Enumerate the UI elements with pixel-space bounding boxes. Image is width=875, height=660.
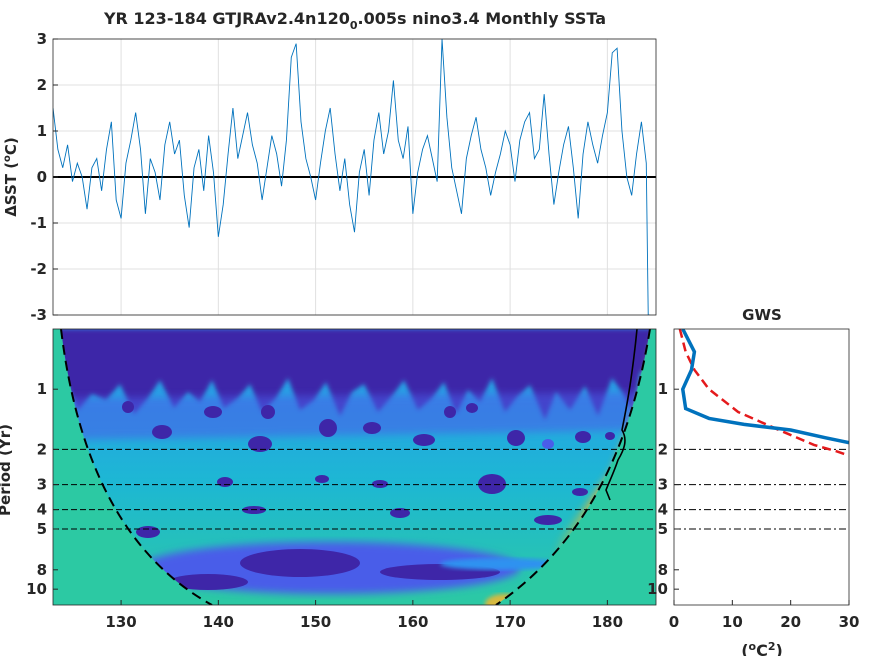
wavelet-x-tick-label: 140 xyxy=(203,613,234,631)
gws-y-tick-label: 5 xyxy=(658,520,668,538)
top-y-tick-label: 1 xyxy=(37,122,47,140)
gws-y-tick-label: 8 xyxy=(658,561,668,579)
top-y-tick-label: 0 xyxy=(37,168,47,186)
gws-x-tick-label: 10 xyxy=(722,613,743,631)
wavelet-y-tick-label: 2 xyxy=(37,440,47,458)
wavelet-power-heatmap xyxy=(53,329,656,605)
top-y-tick-label: -2 xyxy=(30,260,47,278)
gws-y-tick-label: 4 xyxy=(658,501,668,519)
gws-y-tick-label: 3 xyxy=(658,476,668,494)
gws-plot-area xyxy=(674,329,849,605)
gws-x-tick-label: 0 xyxy=(669,613,679,631)
gws-x-ticks: 0 10 20 30 xyxy=(669,600,860,631)
wavelet-x-tick-label: 130 xyxy=(105,613,136,631)
wavelet-y-tick-label: 4 xyxy=(37,501,47,519)
top-panel-title: YR 123-184 GTJRAv2.4n1200.005s nino3.4 M… xyxy=(103,9,606,32)
top-y-tick-label: 3 xyxy=(37,30,47,48)
top-y-ticks: -3 -2 -1 0 1 2 3 xyxy=(30,30,58,324)
wavelet-x-tick-label: 160 xyxy=(397,613,428,631)
gws-significance-line xyxy=(678,329,849,457)
gws-y-tick-label: 2 xyxy=(658,440,668,458)
wavelet-y-tick-label: 5 xyxy=(37,520,47,538)
sst-series-line xyxy=(53,39,651,315)
top-ylabel: ΔSST (oC) xyxy=(2,137,20,217)
wavelet-x-tick-label: 150 xyxy=(300,613,331,631)
wavelet-y-tick-label: 10 xyxy=(26,580,47,598)
gws-y-tick-label: 1 xyxy=(658,380,668,398)
gws-power-line xyxy=(680,329,849,445)
wavelet-axes-box xyxy=(52,328,657,606)
gws-title: GWS xyxy=(742,306,782,324)
wavelet-y-tick-label: 3 xyxy=(37,476,47,494)
top-y-tick-label: 2 xyxy=(37,76,47,94)
wavelet-x-ticks: 130 140 150 160 170 180 xyxy=(105,600,623,631)
gws-y-tick-label: 10 xyxy=(647,580,668,598)
gws-y-ticks: 1 2 3 45 810 xyxy=(647,380,679,598)
wavelet-x-tick-label: 180 xyxy=(592,613,623,631)
wavelet-y-tick-label: 1 xyxy=(37,380,47,398)
wavelet-y-tick-label: 8 xyxy=(37,561,47,579)
top-y-tick-label: -3 xyxy=(30,306,47,324)
gws-xlabel: (oC2) xyxy=(741,640,783,656)
gws-x-tick-label: 20 xyxy=(780,613,801,631)
wavelet-y-ticks: 1 2 3 45 810 xyxy=(26,380,58,598)
wavelet-x-tick-label: 170 xyxy=(494,613,525,631)
gws-x-tick-label: 30 xyxy=(839,613,860,631)
wavelet-ylabel: Period (Yr) xyxy=(0,424,14,516)
top-y-tick-label: -1 xyxy=(30,214,47,232)
gws-axes-box xyxy=(673,328,850,606)
